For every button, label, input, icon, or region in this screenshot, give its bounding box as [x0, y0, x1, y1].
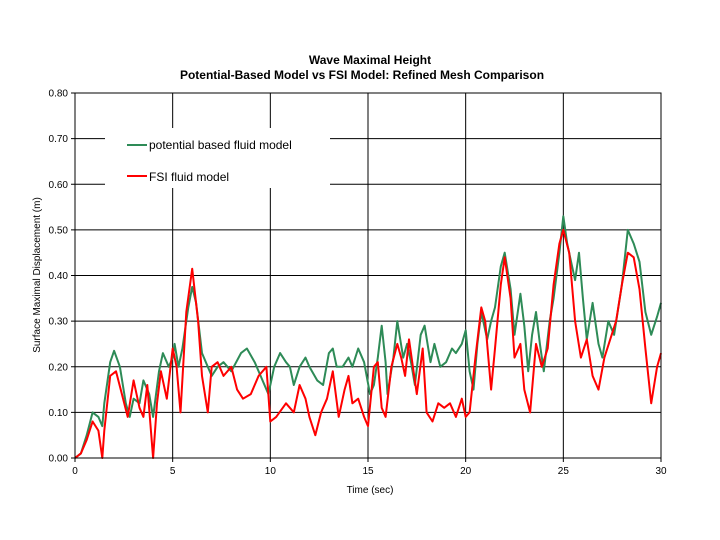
y-tick-label: 0.00 [49, 454, 69, 465]
x-tick-label: 0 [72, 466, 78, 477]
y-tick-label: 0.10 [49, 408, 69, 419]
chart-title: Wave Maximal Height [309, 53, 431, 67]
legend-label-potential: potential based fluid model [149, 138, 292, 152]
x-axis-label: Time (sec) [347, 485, 394, 496]
x-tick-label: 15 [362, 466, 374, 477]
x-tick-label: 20 [460, 466, 472, 477]
x-tick-label: 10 [265, 466, 277, 477]
x-tick-label: 5 [170, 466, 176, 477]
series-line-fsi [74, 228, 662, 459]
legend-label-fsi: FSI fluid model [149, 170, 229, 184]
tick-labels: 0.00 0.10 0.20 0.30 0.40 0.50 0.60 0.70 0.80 0 5 10… [49, 89, 667, 478]
x-tick-label: 25 [558, 466, 570, 477]
legend: potential based fluid model FSI fluid mo… [105, 128, 330, 188]
y-tick-label: 0.20 [49, 362, 69, 373]
series-layer [74, 215, 662, 459]
legend-box [105, 128, 330, 188]
y-tick-label: 0.50 [49, 225, 69, 236]
y-tick-label: 0.70 [49, 134, 69, 145]
y-tick-label: 0.40 [49, 271, 69, 282]
y-tick-label: 0.60 [49, 180, 69, 191]
y-tick-label: 0.30 [49, 317, 69, 328]
x-tick-label: 30 [655, 466, 667, 477]
y-axis-label: Surface Maximal Displacement (m) [32, 197, 43, 353]
y-tick-label: 0.80 [49, 89, 69, 100]
plot-area [74, 92, 662, 459]
chart-subtitle: Potential-Based Model vs FSI Model: Refi… [180, 68, 544, 82]
